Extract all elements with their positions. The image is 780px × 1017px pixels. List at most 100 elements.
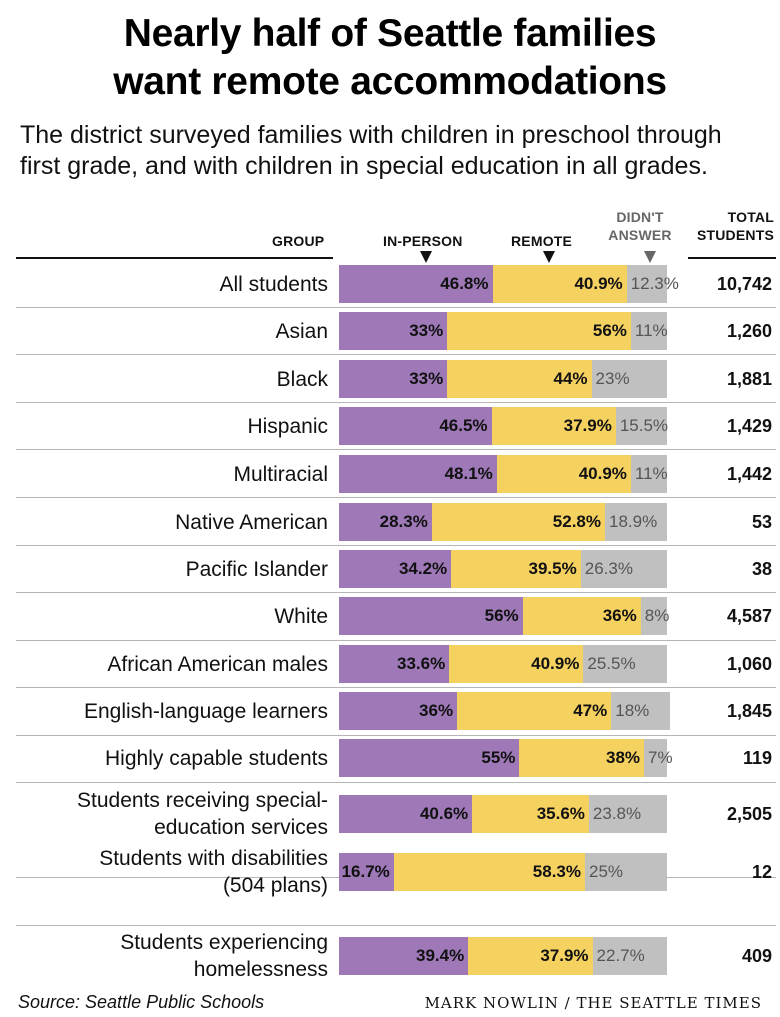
value-label-noanswer: 8% [644,606,670,625]
bar-segment-noanswer [644,739,667,777]
value-label-remote: 40.9% [574,274,623,293]
row-separator [16,640,776,641]
bar-segment-inperson [339,455,497,493]
group-label-line: Black [276,367,328,391]
bar-segment-inperson [339,739,520,777]
bar-segment-remote [457,692,612,730]
bar-segment-noanswer [588,795,667,833]
value-label-noanswer: 12.3% [630,274,679,293]
value-label-noanswer: 25% [589,862,624,881]
value-label-remote: 35.6% [536,804,585,823]
total-students: 1,442 [726,464,772,484]
total-students: 1,260 [726,321,772,341]
total-students: 409 [741,946,772,966]
value-label-remote: 52.8% [552,512,601,531]
bar-segment-inperson [339,550,452,588]
bar-segment-remote [449,645,584,683]
group-label: African American males [8,651,328,678]
group-label: Pacific Islander [8,556,328,583]
value-label-inperson: 40.6% [419,804,469,823]
value-label-inperson: 33% [409,321,444,340]
value-label-inperson: 55% [481,748,516,767]
row-separator [16,497,776,498]
bar-segment-inperson [339,503,432,541]
total-students: 1,845 [726,701,772,721]
value-label-remote: 37.9% [563,416,612,435]
total-students: 53 [751,512,772,532]
group-label-line: Native American [175,510,328,534]
value-label-inperson: 39.4% [416,946,465,965]
bar-segment-noanswer [605,503,667,541]
bar-segment-remote [492,265,627,303]
value-label-inperson: 28.3% [379,512,428,531]
group-label-line: education services [154,816,328,839]
bar-segment-remote [468,937,593,975]
header-total-line-1: TOTAL [727,209,774,225]
bar-segment-inperson [339,795,473,833]
total-students: 4,587 [726,606,772,626]
group-label-line: Highly capable students [105,746,328,770]
group-label-line: African American males [107,652,328,676]
row-separator [16,545,776,546]
value-label-remote: 44% [553,369,588,388]
header-rule-right [688,257,776,259]
value-label-remote: 37.9% [540,946,589,965]
chart-title-line-1: Nearly half of Seattle families [123,12,657,55]
chart-subtitle: The district surveyed families with chil… [20,121,722,180]
bar-segment-noanswer [615,407,667,445]
bar-segment-noanswer [630,312,667,350]
value-label-remote: 40.9% [531,654,580,673]
in-person-arrow-icon [420,251,432,263]
header-rule-left [16,257,333,259]
bar-segment-remote [522,597,641,635]
bar-segment-inperson [339,692,458,730]
value-label-inperson: 46.5% [439,416,488,435]
bar-segment-remote [472,795,589,833]
group-label: Multiracial [8,461,328,488]
bar-segment-remote [519,739,645,777]
bar-segment-inperson [339,937,469,975]
group-label-line: Pacific Islander [185,557,328,581]
value-label-remote: 36% [602,606,637,625]
value-label-inperson: 33% [409,369,444,388]
bar-segment-remote [496,455,631,493]
value-label-noanswer: 23.8% [592,804,642,823]
bar-segment-noanswer [626,265,667,303]
group-label-line: Multiracial [233,462,328,486]
value-label-noanswer: 18.9% [609,512,658,531]
total-students: 12 [751,862,772,882]
group-label: All students [8,271,328,298]
no-answer-arrow-icon [644,251,656,263]
header-no-answer-line-2: ANSWER [608,227,672,243]
header-remote: REMOTE [511,233,573,249]
value-label-noanswer: 23% [595,369,630,388]
value-label-noanswer: 11% [634,464,668,483]
bar-segment-noanswer [583,645,667,683]
header-in-person: IN-PERSON [383,233,463,249]
total-students: 119 [742,748,772,768]
group-label-line: Students receiving special- [77,789,328,812]
group-label-line: All students [219,272,328,296]
total-students: 38 [751,559,772,579]
bar-segment-noanswer [591,360,667,398]
group-label-line: Students with disabilities [99,847,328,870]
value-label-remote: 38% [605,748,641,767]
group-label-line: English-language learners [84,699,328,723]
header-total-students: TOTAL STUDENTS [690,208,774,244]
source-note: Source: Seattle Public Schools [18,992,265,1012]
group-label: Highly capable students [8,745,328,772]
value-label-noanswer: 25.5% [587,654,636,673]
bar-segment-inperson [339,265,493,303]
group-label: Asian [8,318,328,345]
bar-segment-noanswer [592,937,667,975]
bar-segment-remote [491,407,616,445]
value-label-noanswer: 18% [615,701,650,720]
value-label-noanswer: 15.5% [619,416,669,435]
row-separator [16,592,776,593]
credit-line: MARK NOWLIN / THE SEATTLE TIMES [424,994,762,1012]
header-total-line-2: STUDENTS [696,227,774,243]
total-students: 1,881 [726,369,772,389]
row-separator [16,735,776,736]
bar-segment-remote [447,312,631,350]
